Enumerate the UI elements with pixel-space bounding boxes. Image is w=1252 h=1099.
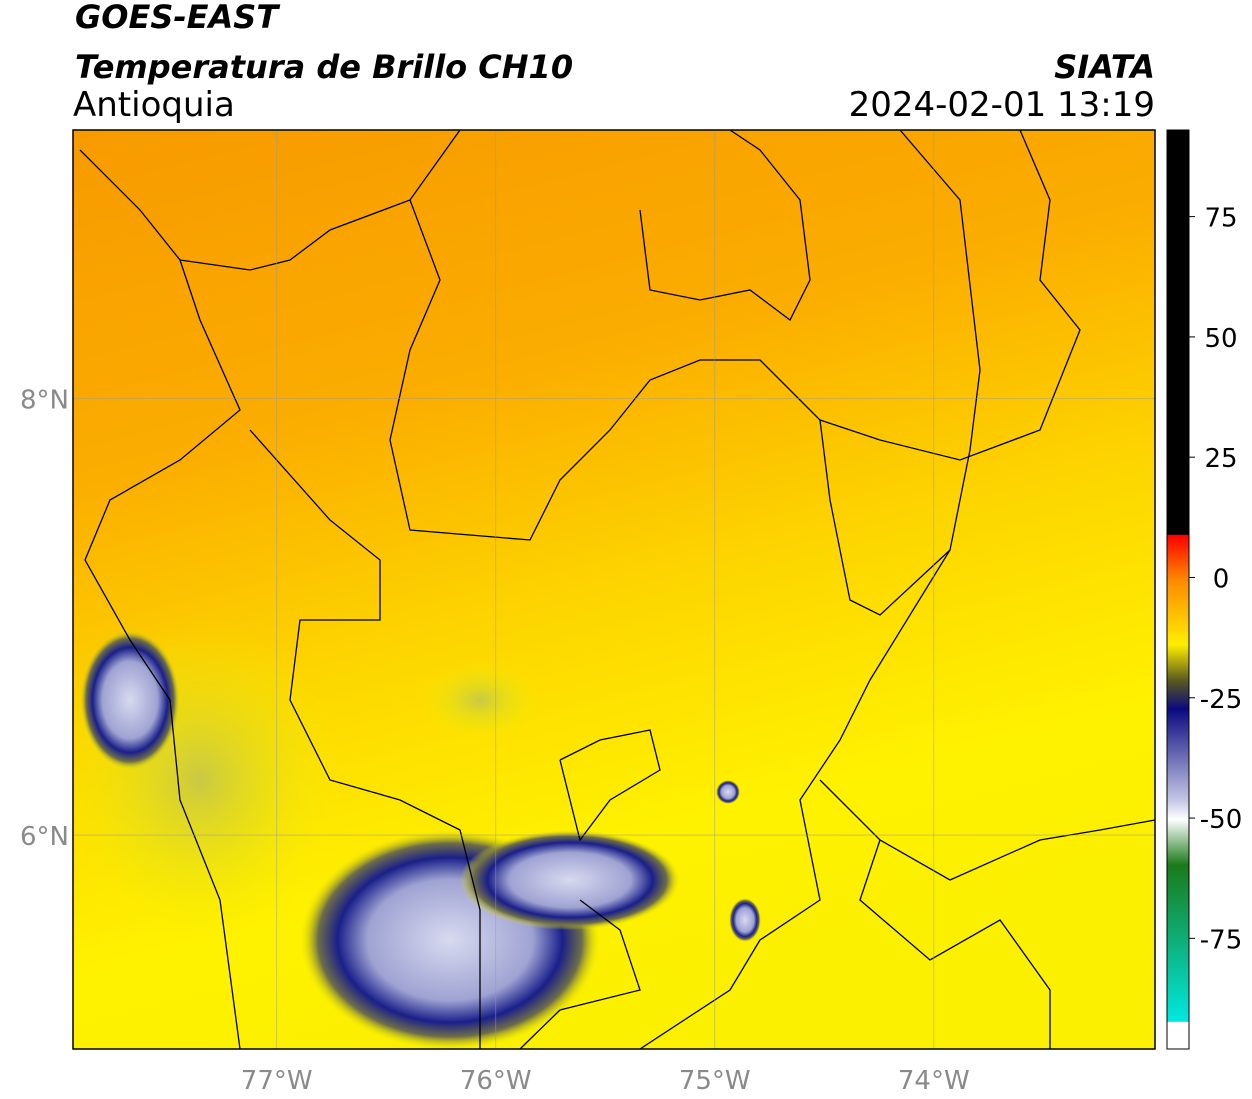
colorbar-tick-label: -25 <box>1200 685 1242 715</box>
region: Antioquia <box>73 85 235 125</box>
map-frame <box>72 129 1156 1050</box>
lat-tick-label: 8°N <box>20 385 69 415</box>
colorbar <box>1166 129 1190 1050</box>
colorbar-tick-label: 0 <box>1213 564 1230 594</box>
lon-tick-label: 77°W <box>241 1066 313 1096</box>
lon-tick-label: 75°W <box>679 1066 751 1096</box>
subtitle: Temperatura de Brillo CH10 <box>75 48 573 86</box>
colorbar-tick-label: 25 <box>1204 444 1237 474</box>
lat-tick-label: 6°N <box>20 822 69 852</box>
title: GOES-EAST <box>75 0 280 36</box>
colorbar-tick-label: 50 <box>1204 324 1237 354</box>
colorbar-tick-label: -75 <box>1200 925 1242 955</box>
lon-tick-label: 76°W <box>460 1066 532 1096</box>
colorbar-tick-label: 75 <box>1204 204 1237 234</box>
lon-tick-label: 74°W <box>898 1066 970 1096</box>
datetime: 2024-02-01 13:19 <box>849 85 1155 125</box>
map-field <box>73 130 1155 1049</box>
source: SIATA <box>1054 48 1155 86</box>
colorbar-tick-label: -50 <box>1200 805 1242 835</box>
